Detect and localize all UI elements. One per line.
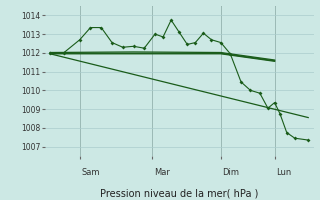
Text: Mar: Mar [154,168,170,177]
Text: Lun: Lun [276,168,291,177]
Text: Dim: Dim [222,168,239,177]
Text: Pression niveau de la mer( hPa ): Pression niveau de la mer( hPa ) [100,189,258,199]
Text: Sam: Sam [81,168,100,177]
